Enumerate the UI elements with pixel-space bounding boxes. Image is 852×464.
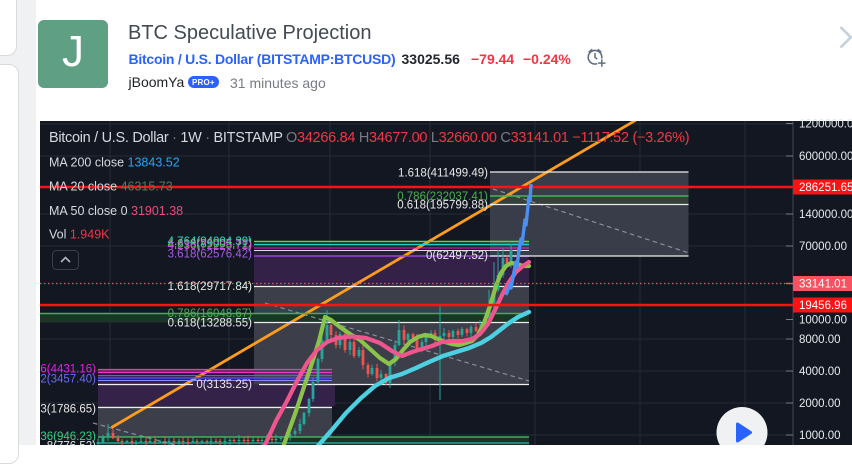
svg-text:19456.96: 19456.96 — [799, 300, 847, 312]
svg-text:36(946.23): 36(946.23) — [40, 431, 96, 443]
svg-text:600000.00: 600000.00 — [799, 151, 852, 163]
svg-text:140000.00: 140000.00 — [799, 209, 852, 221]
svg-text:Bitcoin / U.S. Dollar · 1W · B: Bitcoin / U.S. Dollar · 1W · BITSTAMP O3… — [49, 130, 689, 146]
svg-text:1000.00: 1000.00 — [799, 430, 841, 442]
svg-text:2000.00: 2000.00 — [799, 398, 841, 410]
svg-text:0(62497.52): 0(62497.52) — [426, 250, 488, 262]
svg-text:Vol 1.949K: Vol 1.949K — [49, 228, 110, 242]
svg-text:2(3457.40): 2(3457.40) — [40, 374, 96, 386]
svg-text:MA 200 close 13843.52: MA 200 close 13843.52 — [49, 156, 180, 170]
svg-text:10000.00: 10000.00 — [799, 315, 847, 327]
svg-text:MA 50 close 0 31901.38: MA 50 close 0 31901.38 — [49, 204, 183, 218]
svg-text:4.764(94004.39): 4.764(94004.39) — [168, 236, 253, 248]
svg-text:4000.00: 4000.00 — [799, 366, 841, 378]
svg-text:4.618(89005.71): 4.618(89005.71) — [168, 239, 253, 251]
svg-text:MA 20 close 46315.73: MA 20 close 46315.73 — [49, 180, 173, 194]
svg-text:0(3135.25): 0(3135.25) — [196, 379, 252, 391]
svg-text:6(4431.16): 6(4431.16) — [40, 364, 96, 376]
svg-text:8(776.52): 8(776.52) — [47, 441, 96, 446]
svg-text:8000.00: 8000.00 — [799, 334, 841, 346]
svg-text:4.236(72225.72): 4.236(72225.72) — [168, 240, 253, 252]
svg-text:0.618(13288.55): 0.618(13288.55) — [168, 318, 253, 330]
svg-text:3.618(62576.42): 3.618(62576.42) — [168, 249, 253, 261]
svg-text:0.618(195799.88): 0.618(195799.88) — [397, 200, 488, 212]
svg-text:70000.00: 70000.00 — [799, 241, 847, 253]
svg-text:1.618(411499.49): 1.618(411499.49) — [398, 168, 488, 180]
svg-text:1.618(29717.84): 1.618(29717.84) — [168, 281, 253, 293]
svg-text:3(1786.65): 3(1786.65) — [40, 404, 96, 416]
svg-text:286251.65: 286251.65 — [799, 182, 852, 194]
svg-text:33141.01: 33141.01 — [799, 279, 847, 291]
svg-text:1200000.0: 1200000.0 — [799, 119, 852, 131]
svg-text:0.786(16048.67): 0.786(16048.67) — [168, 308, 253, 320]
svg-text:0.786(232037.41): 0.786(232037.41) — [397, 191, 488, 203]
